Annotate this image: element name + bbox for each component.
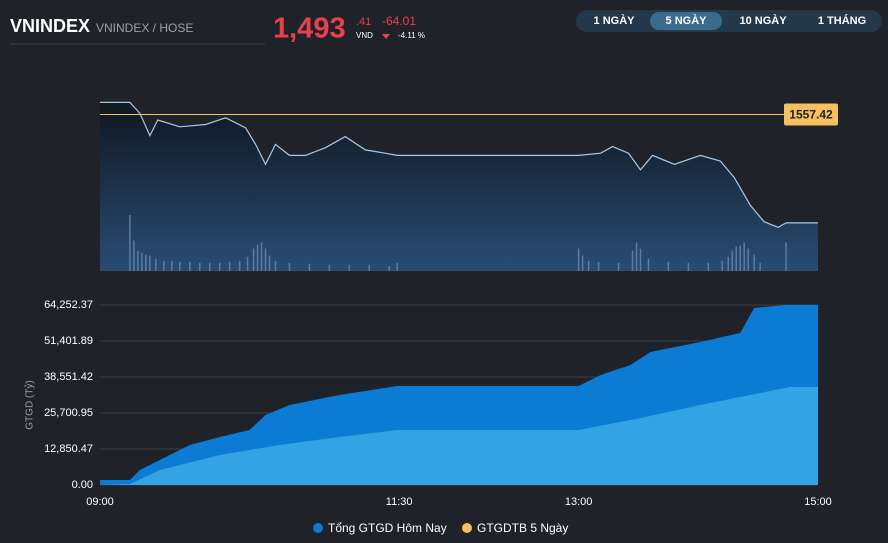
volume-bar (759, 262, 761, 271)
volume-bar (145, 254, 147, 271)
y-tick-label: 25,700.95 (44, 407, 93, 419)
volume-bar (155, 258, 157, 271)
volume-bar (179, 261, 181, 271)
volume-bar (256, 244, 259, 271)
symbol: VNINDEX (10, 16, 90, 36)
area (100, 387, 818, 485)
value-chart: 0.00 12,850.47 25,700.95 38,551.42 51,401.89… (24, 299, 832, 535)
volume-bar (631, 250, 634, 271)
change: -64.01 (382, 14, 416, 28)
down-arrow (382, 34, 390, 39)
volume-bar (252, 248, 255, 271)
price-area (100, 102, 818, 272)
volume-bar (141, 252, 143, 271)
tab[interactable]: 1 THÁNG (818, 14, 866, 27)
volume-bar (667, 261, 670, 271)
y-tick-label: 64,252.37 (44, 299, 93, 311)
reference-badge (784, 103, 838, 126)
volume-bar (577, 248, 580, 271)
volume-bar (264, 248, 267, 271)
tab[interactable]: 5 NGÀY (666, 14, 708, 27)
volume-bar (635, 242, 638, 271)
volume-bar (328, 264, 331, 271)
reference-label: 1557.42 (789, 108, 833, 122)
volume-bar (687, 262, 690, 271)
volume-bar (288, 262, 291, 271)
change-percent: -4.11 % (398, 31, 425, 40)
volume-bar (208, 262, 211, 271)
volume-bar (388, 265, 390, 271)
legend-label[interactable]: Tổng GTGD Hôm Nay (328, 521, 447, 535)
volume-bar (198, 262, 201, 271)
legend-label[interactable]: GTGDTB 5 Ngày (477, 521, 568, 535)
price-line (100, 101, 818, 228)
volume-bar (753, 254, 755, 271)
volume-bar (149, 255, 151, 271)
x-tick-label: 15:00 (804, 496, 832, 508)
volume-bar (260, 242, 263, 271)
tab[interactable]: 10 NGÀY (739, 14, 787, 27)
volume-bar (163, 260, 165, 271)
volume-bar (743, 242, 745, 271)
x-tick-label: 11:30 (386, 496, 413, 508)
currency: VND (356, 31, 373, 40)
y-tick-label: 0.00 (72, 479, 93, 491)
x-tick-label: 09:00 (86, 496, 114, 508)
volume-bar (218, 262, 221, 271)
volume-bar (171, 260, 173, 271)
y-tick-label: 38,551.42 (44, 371, 93, 383)
volume-bar (581, 255, 584, 271)
legend-dot[interactable] (313, 523, 323, 533)
volume-bar (785, 242, 787, 271)
y-axis-label: GTGD (Tỷ) (24, 380, 36, 429)
volume-bar (727, 256, 729, 271)
y-tick-label: 12,850.47 (44, 443, 93, 455)
volume-bar (137, 250, 139, 271)
volume-bar (396, 262, 398, 271)
volume-bar (639, 248, 642, 271)
volume-bar (747, 248, 749, 271)
y-tick-label: 51,401.89 (44, 335, 93, 347)
volume-bar (735, 246, 737, 271)
volume-bar (597, 261, 600, 271)
volume-bar (721, 260, 724, 271)
volume-bar (707, 262, 710, 271)
volume-bar (739, 245, 741, 271)
legend-dot[interactable] (462, 523, 472, 533)
price-chart: 1557.42 (100, 101, 838, 272)
volume-bar (647, 258, 650, 271)
volume-bar (348, 264, 351, 271)
volume-bar (228, 261, 231, 271)
price-decimal: .41 (356, 16, 371, 28)
volume-bar (368, 264, 370, 271)
volume-bar (238, 260, 241, 271)
x-tick-label: 13:00 (565, 496, 593, 508)
tabs: 1 NGÀY 5 NGÀY 10 NGÀY 1 THÁNG (594, 12, 866, 30)
volume-bar (308, 263, 311, 271)
volume-bar (587, 260, 590, 271)
tab[interactable]: 1 NGÀY (594, 14, 636, 27)
volume-bar (274, 260, 277, 271)
volume-bar (268, 255, 271, 271)
volume-bar (133, 240, 135, 271)
price: 1,493 (273, 13, 346, 45)
volume-bar (189, 261, 191, 271)
volume-bar (617, 262, 620, 271)
volume-bar (731, 250, 733, 271)
volume-bar (129, 215, 131, 271)
volume-bar (246, 256, 249, 271)
tab-active (650, 12, 722, 30)
exchange: VNINDEX / HOSE (96, 21, 193, 35)
